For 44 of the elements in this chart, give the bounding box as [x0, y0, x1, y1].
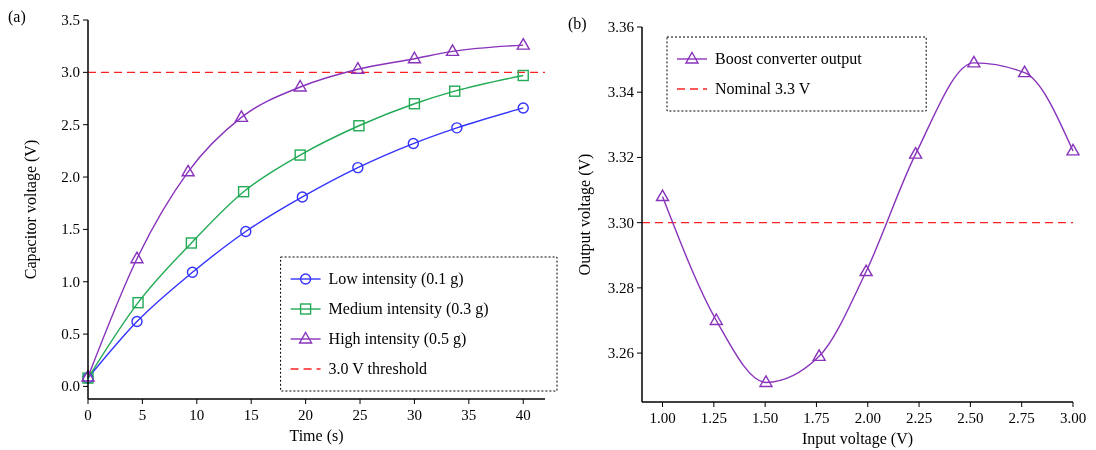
legend-label: High intensity (0.5 g): [328, 330, 467, 348]
x-tick-label: 40: [515, 407, 531, 423]
y-tick-label: 3.0: [61, 64, 80, 81]
x-tick-label: 25: [352, 407, 368, 423]
x-tick-label: 3.00: [1059, 410, 1087, 426]
x-tick-label: 5: [138, 407, 147, 423]
x-tick-label: 1.25: [700, 410, 727, 426]
legend-label: Low intensity (0.1 g): [328, 270, 464, 288]
x-axis-title: Time (s): [289, 427, 344, 445]
x-tick-label: 35: [461, 407, 477, 423]
y-tick-label: 2.5: [61, 116, 80, 133]
y-tick-label: 3.5: [61, 12, 80, 28]
x-tick-label: 30: [406, 407, 422, 423]
x-tick-label: 15: [243, 407, 259, 423]
x-tick-label: 20: [298, 407, 314, 423]
x-tick-label: 1.50: [752, 410, 779, 426]
y-axis-title: Capacitor voltage (V): [22, 139, 40, 280]
y-tick-label: 3.26: [607, 345, 635, 362]
y-tick-label: 0.0: [61, 378, 80, 395]
y-axis-title: Output voltage (V): [576, 153, 594, 276]
chart-title: (b): [568, 15, 587, 33]
y-tick-label: 3.36: [607, 19, 635, 35]
x-tick-label: 2.75: [1008, 410, 1035, 426]
y-tick-label: 2.0: [61, 169, 80, 186]
y-tick-label: 3.30: [607, 214, 634, 231]
x-tick-label: 2.50: [957, 410, 984, 426]
y-tick-label: 3.28: [607, 279, 634, 296]
legend-label: Medium intensity (0.3 g): [328, 300, 489, 318]
legend-label: Boost converter output: [715, 50, 863, 68]
chart-title: (a): [8, 8, 26, 26]
x-tick-label: 2.00: [854, 410, 881, 426]
x-tick-label: 2.25: [905, 410, 933, 426]
y-tick-label: 3.32: [607, 149, 634, 166]
y-tick-label: 1.5: [61, 221, 80, 238]
y-tick-label: 0.5: [61, 326, 80, 343]
y-tick-label: 1.0: [61, 273, 80, 290]
legend-label: 3.0 V threshold: [328, 360, 428, 377]
x-tick-label: 1.75: [803, 410, 830, 426]
x-tick-label: 0: [84, 407, 92, 423]
x-tick-label: 1.00: [649, 410, 676, 426]
x-tick-label: 10: [189, 407, 205, 423]
x-axis-title: Input voltage (V): [801, 430, 914, 448]
legend-label: Nominal 3.3 V: [715, 80, 811, 97]
y-tick-label: 3.34: [607, 84, 635, 101]
